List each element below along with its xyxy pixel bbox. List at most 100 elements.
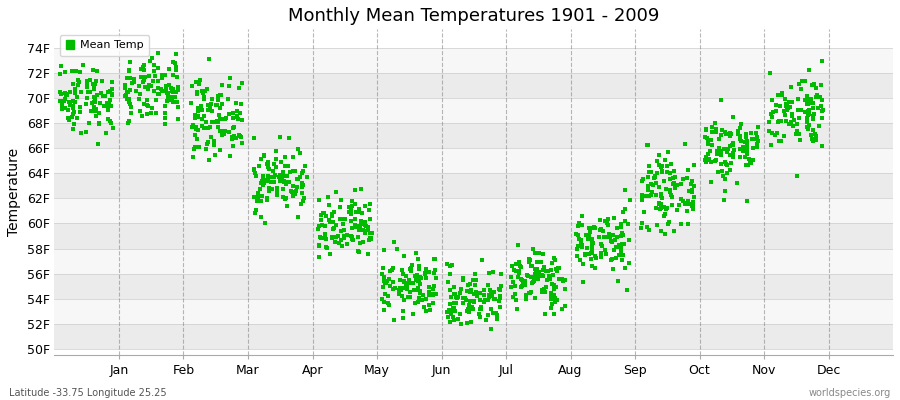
Point — [160, 89, 175, 96]
Point — [66, 111, 80, 117]
Point — [558, 303, 572, 309]
Point — [654, 192, 669, 199]
Point — [609, 244, 624, 250]
Point — [428, 266, 442, 273]
Point — [318, 231, 332, 238]
Point — [680, 175, 694, 182]
Point — [285, 193, 300, 199]
Point — [444, 294, 458, 300]
Point — [652, 184, 666, 191]
Point — [427, 270, 441, 276]
Point — [406, 280, 420, 286]
Point — [682, 201, 697, 207]
Point — [123, 101, 138, 107]
Point — [72, 69, 86, 76]
Point — [53, 71, 68, 78]
Point — [649, 180, 663, 186]
Point — [395, 293, 410, 300]
Point — [201, 138, 215, 145]
Point — [218, 128, 232, 134]
Point — [544, 296, 558, 302]
Point — [297, 194, 311, 201]
Point — [482, 294, 496, 300]
Point — [535, 287, 549, 294]
Point — [189, 124, 203, 130]
Point — [657, 213, 671, 220]
Point — [623, 197, 637, 203]
Point — [419, 296, 434, 302]
Point — [617, 187, 632, 194]
Point — [770, 130, 785, 136]
Point — [585, 236, 599, 242]
Point — [207, 138, 221, 145]
Point — [742, 160, 757, 166]
Point — [137, 77, 151, 84]
Point — [789, 173, 804, 179]
Point — [604, 256, 618, 263]
Point — [595, 243, 609, 249]
Point — [102, 103, 116, 110]
Point — [616, 208, 630, 215]
Point — [147, 88, 161, 94]
Point — [443, 301, 457, 308]
Point — [205, 107, 220, 114]
Point — [396, 271, 410, 277]
Point — [217, 131, 231, 137]
Point — [400, 294, 415, 300]
Point — [459, 297, 473, 303]
Point — [526, 275, 541, 282]
Point — [95, 93, 110, 100]
Point — [201, 107, 215, 113]
Point — [453, 311, 467, 317]
Point — [311, 242, 326, 248]
Point — [587, 224, 601, 230]
Point — [687, 194, 701, 200]
Point — [333, 204, 347, 210]
Point — [212, 92, 227, 98]
Point — [86, 84, 101, 91]
Point — [558, 277, 572, 284]
Point — [320, 194, 335, 200]
Point — [463, 289, 477, 296]
Point — [541, 268, 555, 274]
Point — [316, 210, 330, 216]
Point — [329, 234, 344, 240]
Point — [451, 293, 465, 300]
Point — [364, 235, 378, 241]
Point — [713, 148, 727, 154]
Point — [123, 104, 138, 110]
Point — [786, 123, 800, 129]
Point — [148, 73, 162, 79]
Point — [53, 89, 68, 95]
Point — [141, 103, 156, 110]
Point — [212, 116, 227, 122]
Point — [806, 110, 821, 117]
Point — [256, 178, 270, 184]
Point — [230, 114, 244, 120]
Point — [765, 96, 779, 103]
Point — [762, 128, 777, 134]
Point — [168, 67, 183, 74]
Point — [777, 108, 791, 114]
Point — [415, 296, 429, 303]
Point — [426, 299, 440, 306]
Point — [798, 109, 813, 116]
Point — [418, 265, 433, 272]
Point — [417, 292, 431, 298]
Point — [704, 158, 718, 165]
Point — [616, 252, 630, 258]
Point — [751, 123, 765, 130]
Point — [312, 254, 327, 260]
Point — [506, 294, 520, 300]
Point — [514, 283, 528, 290]
Point — [642, 163, 656, 170]
Point — [550, 297, 564, 303]
Point — [717, 128, 732, 135]
Point — [674, 181, 688, 188]
Point — [254, 214, 268, 221]
Point — [680, 200, 695, 207]
Point — [403, 266, 418, 273]
Point — [209, 118, 223, 125]
Point — [482, 292, 497, 298]
Point — [518, 296, 533, 302]
